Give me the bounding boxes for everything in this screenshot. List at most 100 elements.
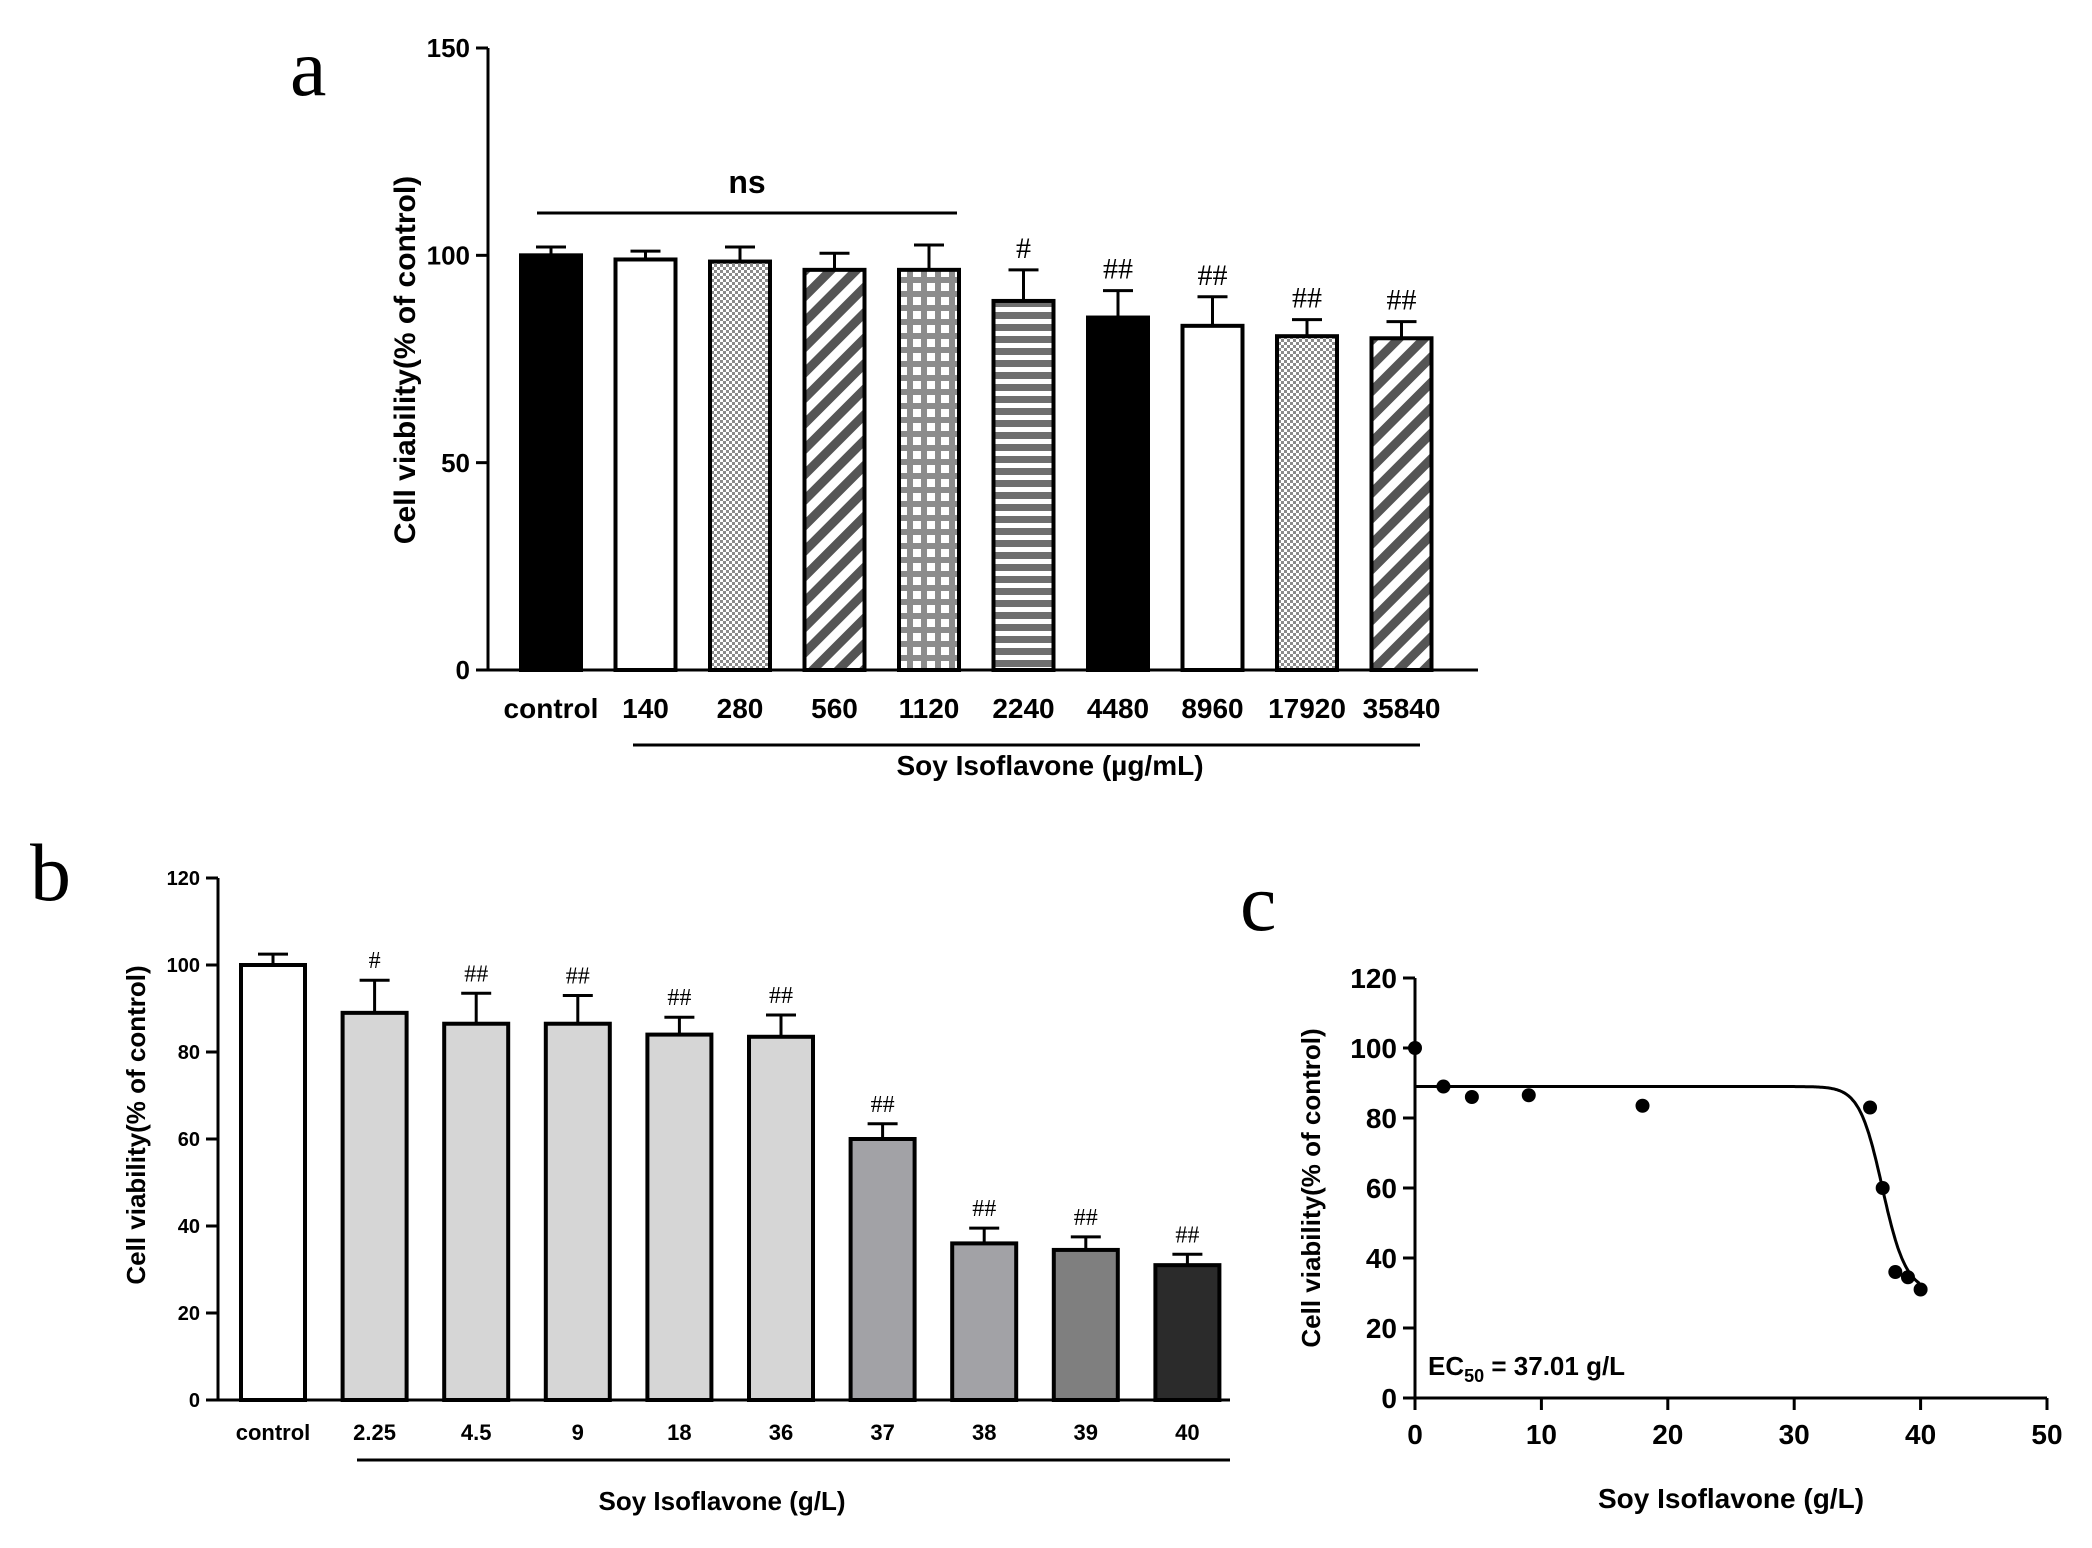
- panel-c-xtick-label: 30: [1779, 1419, 1810, 1450]
- panel-b-ytick-label: 100: [167, 955, 200, 977]
- panel-b-significance-mark: ##: [1074, 1205, 1098, 1231]
- panel-a-significance-mark: ##: [1387, 284, 1417, 317]
- panel-b-bar: [747, 1034, 815, 1403]
- panel-b-category-label: 18: [667, 1420, 691, 1445]
- panel-a-bar: [708, 259, 772, 672]
- panel-b-significance-mark: ##: [1175, 1222, 1199, 1248]
- panel-a-bar: [1275, 334, 1339, 672]
- panel-a-bar: [991, 298, 1056, 672]
- panel-a-ytick-label: 50: [441, 448, 470, 478]
- panel-c-xtick-label: 50: [2031, 1419, 2062, 1450]
- panel-a-bar: [1086, 315, 1150, 672]
- panel-c-ec50-prefix: EC: [1428, 1351, 1464, 1381]
- panel-a-category-label: control: [504, 693, 599, 724]
- chart-panel-b: 0 20 40 60 80 100 120 control 2.25 #4.5 ## 9 ## 18 ##…: [121, 868, 1230, 1516]
- panel-a-bar: [613, 257, 678, 672]
- panel-a-ytick-label: 100: [427, 240, 470, 270]
- panel-c-data-point: [1436, 1079, 1451, 1094]
- panel-b-ytick-label: 60: [178, 1129, 200, 1151]
- panel-c-ec50-sub: 50: [1464, 1366, 1484, 1386]
- panel-c-x-axis-label: Soy Isoflavone (g/L): [1598, 1483, 1864, 1514]
- panel-a-category-label: 2240: [992, 693, 1054, 724]
- panel-b-bar: [543, 1021, 612, 1402]
- panel-a-category-label: 4480: [1087, 693, 1149, 724]
- panel-c-data-point: [1408, 1041, 1422, 1055]
- panel-c-xtick-label: 40: [1905, 1419, 1936, 1450]
- panel-b-significance-mark: ##: [566, 963, 590, 989]
- panel-a-category-label: 140: [622, 693, 669, 724]
- panel-a-y-axis-label: Cell viability(% of control): [389, 176, 422, 544]
- panel-c-data-point: [1875, 1181, 1890, 1195]
- panel-c-ec50-annotation: EC50 = 37.01 g/L: [1428, 1351, 1625, 1386]
- panel-c-xtick-label: 10: [1526, 1419, 1557, 1450]
- panel-b-category-label: 4.5: [461, 1420, 492, 1445]
- panel-c-ec50-suffix: = 37.01 g/L: [1484, 1351, 1625, 1381]
- panel-c-data-point: [1521, 1088, 1536, 1103]
- panel-c-data-point: [1863, 1100, 1878, 1115]
- panel-b-bar: [239, 963, 307, 1402]
- panel-c-fit-curve: [1415, 1085, 1921, 1285]
- panel-b-bar: [848, 1137, 917, 1402]
- panel-c-ytick-label: 80: [1366, 1103, 1397, 1134]
- panel-b-category-label: 38: [972, 1420, 996, 1445]
- panel-b-category-label: 9: [572, 1420, 584, 1445]
- panel-c-xtick-label: 0: [1407, 1419, 1423, 1450]
- panel-a-bar: [802, 267, 867, 672]
- panel-a-bar: [1180, 323, 1245, 672]
- panel-c-ytick-label: 40: [1366, 1243, 1397, 1274]
- panel-letter-b: b: [30, 827, 71, 918]
- panel-b-category-label: 37: [870, 1420, 894, 1445]
- panel-a-bar: [1369, 336, 1434, 672]
- panel-b-significance-mark: ##: [667, 985, 691, 1011]
- panel-a-category-label: 8960: [1181, 693, 1243, 724]
- chart-panel-a: 0 50 100 150 control 140 280 560 1120 2240 #4480 #…: [389, 33, 1478, 781]
- panel-c-data-point: [1464, 1090, 1479, 1104]
- panel-c-xtick-label: 20: [1652, 1419, 1683, 1450]
- panel-a-category-label: 35840: [1363, 693, 1441, 724]
- panel-b-ytick-label: 120: [167, 868, 200, 890]
- panel-b-significance-mark: ##: [769, 983, 793, 1009]
- panel-b-bar: [1051, 1247, 1120, 1403]
- panel-b-ytick-label: 0: [189, 1390, 200, 1412]
- panel-letter-a: a: [290, 22, 326, 113]
- panel-b-x-axis-label: Soy Isoflavone (g/L): [598, 1486, 845, 1516]
- panel-b-significance-mark: ##: [972, 1196, 996, 1222]
- panel-a-category-label: 17920: [1268, 693, 1346, 724]
- panel-c-data-point: [1888, 1265, 1903, 1279]
- panel-a-bar: [519, 253, 583, 672]
- panel-b-bar: [442, 1021, 511, 1402]
- panel-b-category-label: 40: [1175, 1420, 1199, 1445]
- panel-letter-c: c: [1240, 857, 1276, 948]
- panel-b-significance-mark: #: [369, 948, 381, 974]
- panel-b-bar: [1153, 1263, 1222, 1403]
- panel-c-ytick-label: 0: [1381, 1383, 1397, 1414]
- panel-c-ytick-label: 120: [1350, 963, 1397, 994]
- panel-c-data-point: [1913, 1282, 1928, 1297]
- panel-a-significance-mark: #: [1016, 232, 1031, 265]
- panel-c-ytick-label: 20: [1366, 1313, 1397, 1344]
- panel-b-y-axis-label: Cell viability(% of control): [121, 965, 151, 1284]
- panel-a-ytick-label: 0: [456, 655, 470, 685]
- panel-a-category-label: 560: [811, 693, 858, 724]
- panel-a-significance-mark: ##: [1103, 253, 1133, 286]
- panel-b-category-label: 2.25: [353, 1420, 396, 1445]
- panel-b-ytick-label: 80: [178, 1042, 200, 1064]
- panel-b-category-label: control: [236, 1420, 311, 1445]
- panel-b-bar: [645, 1032, 714, 1402]
- panel-b-significance-mark: ##: [871, 1092, 895, 1118]
- panel-c-ytick-label: 60: [1366, 1173, 1397, 1204]
- panel-a-ytick-label: 150: [427, 33, 470, 63]
- panel-c-ytick-label: 100: [1350, 1033, 1397, 1064]
- panel-a-significance-mark: ##: [1292, 282, 1322, 315]
- panel-b-bar: [340, 1010, 409, 1402]
- panel-c-y-axis-label: Cell viability(% of control): [1296, 1028, 1326, 1347]
- panel-a-ns-label: ns: [728, 164, 765, 200]
- panel-a-bar: [897, 267, 961, 672]
- panel-b-category-label: 36: [769, 1420, 793, 1445]
- panel-b-category-label: 39: [1074, 1420, 1098, 1445]
- panel-c-data-point: [1635, 1098, 1650, 1113]
- panel-b-significance-mark: ##: [464, 961, 488, 987]
- panel-b-bar: [950, 1241, 1019, 1403]
